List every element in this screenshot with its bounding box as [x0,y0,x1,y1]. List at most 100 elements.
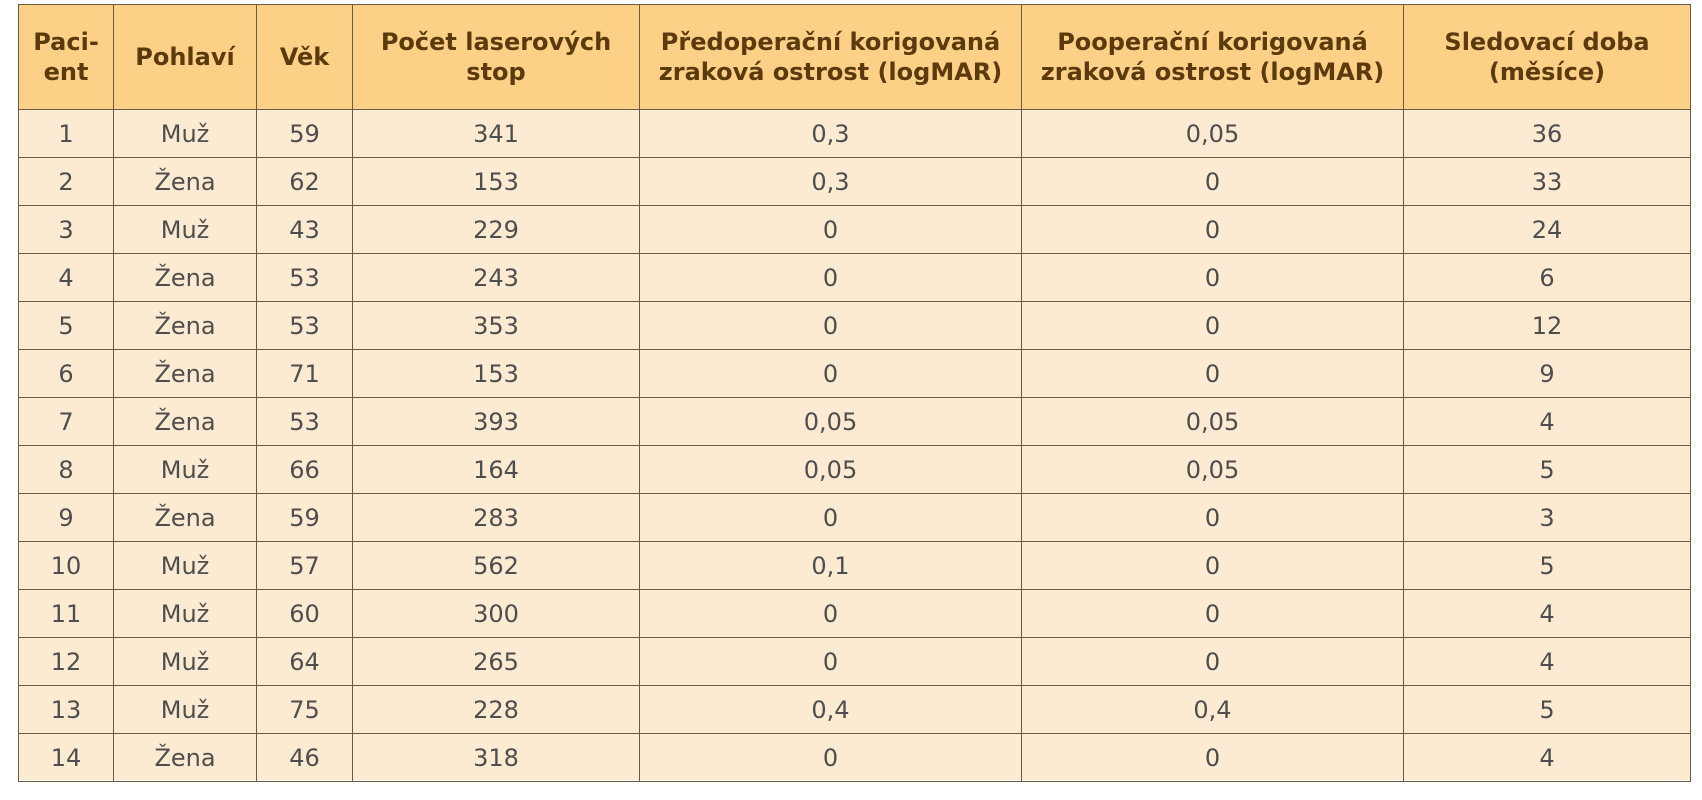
cell-follow-up: 4 [1403,637,1691,686]
cell-preop-acuity: 0,1 [639,541,1022,590]
cell-patient: 10 [18,541,114,590]
cell-postop-acuity: 0 [1021,301,1404,350]
cell-postop-acuity: 0,05 [1021,397,1404,446]
cell-preop-acuity: 0 [639,493,1022,542]
table-row: 8 Muž 66 164 0,05 0,05 5 [18,445,1691,494]
cell-patient: 11 [18,589,114,638]
cell-follow-up: 24 [1403,205,1691,254]
table-row: 6 Žena 71 153 0 0 9 [18,349,1691,398]
cell-follow-up: 4 [1403,589,1691,638]
cell-age: 66 [256,445,353,494]
patient-table-container: Paci- ent Pohlaví Věk Počet laserových s… [18,4,1691,782]
cell-postop-acuity: 0 [1021,205,1404,254]
cell-laser-spots: 243 [352,253,640,302]
cell-preop-acuity: 0,3 [639,109,1022,158]
cell-age: 60 [256,589,353,638]
cell-sex: Žena [113,349,257,398]
table-row: 9 Žena 59 283 0 0 3 [18,493,1691,542]
cell-preop-acuity: 0 [639,589,1022,638]
cell-patient: 3 [18,205,114,254]
cell-laser-spots: 283 [352,493,640,542]
table-row: 14 Žena 46 318 0 0 4 [18,733,1691,782]
header-laser-spots: Počet laserových stop [352,4,640,110]
cell-sex: Muž [113,685,257,734]
table-row: 10 Muž 57 562 0,1 0 5 [18,541,1691,590]
table-row: 1 Muž 59 341 0,3 0,05 36 [18,109,1691,158]
cell-postop-acuity: 0 [1021,349,1404,398]
header-follow-up: Sledovací doba (měsíce) [1403,4,1691,110]
cell-age: 43 [256,205,353,254]
cell-follow-up: 4 [1403,397,1691,446]
cell-postop-acuity: 0 [1021,157,1404,206]
cell-patient: 7 [18,397,114,446]
cell-sex: Muž [113,445,257,494]
cell-preop-acuity: 0,4 [639,685,1022,734]
cell-patient: 12 [18,637,114,686]
cell-preop-acuity: 0,05 [639,397,1022,446]
cell-age: 75 [256,685,353,734]
cell-age: 57 [256,541,353,590]
cell-follow-up: 9 [1403,349,1691,398]
cell-follow-up: 6 [1403,253,1691,302]
header-postop-acuity: Pooperační korigovaná zraková ostrost (l… [1021,4,1404,110]
cell-postop-acuity: 0 [1021,733,1404,782]
cell-patient: 2 [18,157,114,206]
cell-sex: Žena [113,397,257,446]
cell-follow-up: 5 [1403,685,1691,734]
cell-postop-acuity: 0 [1021,637,1404,686]
cell-age: 59 [256,109,353,158]
cell-laser-spots: 300 [352,589,640,638]
cell-sex: Muž [113,205,257,254]
cell-sex: Muž [113,637,257,686]
cell-laser-spots: 353 [352,301,640,350]
header-sex: Pohlaví [113,4,257,110]
cell-patient: 4 [18,253,114,302]
table-body: 1 Muž 59 341 0,3 0,05 36 2 Žena 62 153 0… [18,109,1691,782]
cell-laser-spots: 228 [352,685,640,734]
cell-postop-acuity: 0 [1021,589,1404,638]
cell-preop-acuity: 0,05 [639,445,1022,494]
cell-laser-spots: 318 [352,733,640,782]
cell-age: 64 [256,637,353,686]
cell-follow-up: 36 [1403,109,1691,158]
cell-postop-acuity: 0,4 [1021,685,1404,734]
cell-sex: Žena [113,301,257,350]
cell-patient: 13 [18,685,114,734]
cell-preop-acuity: 0 [639,733,1022,782]
cell-sex: Muž [113,589,257,638]
cell-laser-spots: 562 [352,541,640,590]
cell-age: 59 [256,493,353,542]
cell-follow-up: 3 [1403,493,1691,542]
cell-age: 53 [256,253,353,302]
cell-sex: Muž [113,109,257,158]
cell-age: 53 [256,397,353,446]
cell-preop-acuity: 0 [639,253,1022,302]
cell-sex: Žena [113,493,257,542]
cell-follow-up: 5 [1403,541,1691,590]
table-row: 2 Žena 62 153 0,3 0 33 [18,157,1691,206]
cell-postop-acuity: 0 [1021,541,1404,590]
cell-preop-acuity: 0,3 [639,157,1022,206]
table-row: 11 Muž 60 300 0 0 4 [18,589,1691,638]
cell-laser-spots: 341 [352,109,640,158]
table-row: 7 Žena 53 393 0,05 0,05 4 [18,397,1691,446]
table-row: 12 Muž 64 265 0 0 4 [18,637,1691,686]
cell-patient: 14 [18,733,114,782]
cell-postop-acuity: 0,05 [1021,445,1404,494]
cell-patient: 6 [18,349,114,398]
cell-sex: Žena [113,253,257,302]
cell-follow-up: 5 [1403,445,1691,494]
cell-sex: Muž [113,541,257,590]
cell-postop-acuity: 0 [1021,253,1404,302]
table-row: 3 Muž 43 229 0 0 24 [18,205,1691,254]
cell-follow-up: 33 [1403,157,1691,206]
cell-postop-acuity: 0 [1021,493,1404,542]
cell-sex: Žena [113,157,257,206]
cell-preop-acuity: 0 [639,349,1022,398]
header-preop-acuity: Předoperační korigovaná zraková ostrost … [639,4,1022,110]
cell-age: 46 [256,733,353,782]
patient-data-table: Paci- ent Pohlaví Věk Počet laserových s… [18,4,1691,782]
cell-patient: 1 [18,109,114,158]
cell-laser-spots: 153 [352,349,640,398]
cell-age: 53 [256,301,353,350]
